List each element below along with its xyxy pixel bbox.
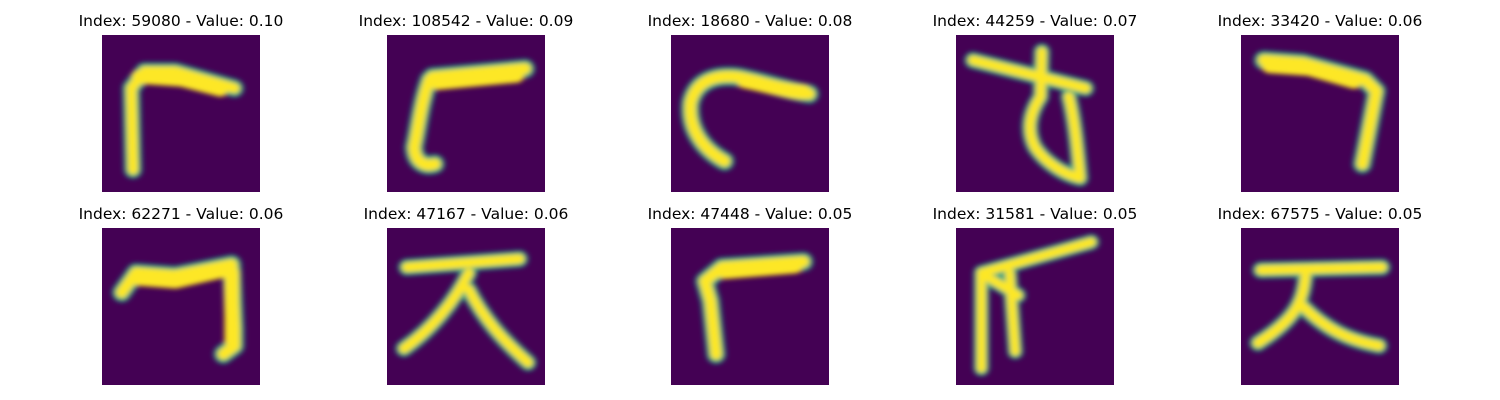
image-background [671, 228, 829, 385]
glyph-stroke [1249, 258, 1391, 355]
image-background [387, 35, 545, 192]
glyph-image [1241, 228, 1399, 385]
glyph-image [671, 228, 829, 385]
glyph-stroke [695, 252, 814, 364]
glyph-image [102, 228, 260, 385]
panel-title: Index: 31581 - Value: 0.05 [932, 205, 1138, 223]
glyph-image [387, 228, 545, 385]
glyph-stroke [1253, 50, 1387, 174]
glyph-image [102, 35, 260, 192]
panel-title: Index: 18680 - Value: 0.08 [647, 12, 853, 30]
panel-title: Index: 62271 - Value: 0.06 [78, 205, 284, 223]
glyph-stroke [122, 62, 244, 179]
glyph-stroke [680, 66, 819, 171]
panel-title: Index: 44259 - Value: 0.07 [932, 12, 1138, 30]
glyph-image [956, 35, 1114, 192]
glyph-image [387, 35, 545, 192]
glyph-stroke [112, 254, 245, 364]
image-background [1241, 228, 1399, 385]
panel-title: Index: 108542 - Value: 0.09 [358, 12, 574, 30]
glyph-stroke [973, 234, 1100, 377]
panel-title: Index: 47448 - Value: 0.05 [647, 205, 853, 223]
panel-title: Index: 67575 - Value: 0.05 [1217, 205, 1423, 223]
glyph-stroke [404, 59, 535, 175]
panel-title: Index: 47167 - Value: 0.06 [363, 205, 569, 223]
glyph-stroke [395, 250, 537, 371]
panel-title: Index: 33420 - Value: 0.06 [1217, 12, 1423, 30]
glyph-image [1241, 35, 1399, 192]
panel-title: Index: 59080 - Value: 0.10 [78, 12, 284, 30]
glyph-stroke [964, 43, 1095, 187]
glyph-image [671, 35, 829, 192]
glyph-image [956, 228, 1114, 385]
